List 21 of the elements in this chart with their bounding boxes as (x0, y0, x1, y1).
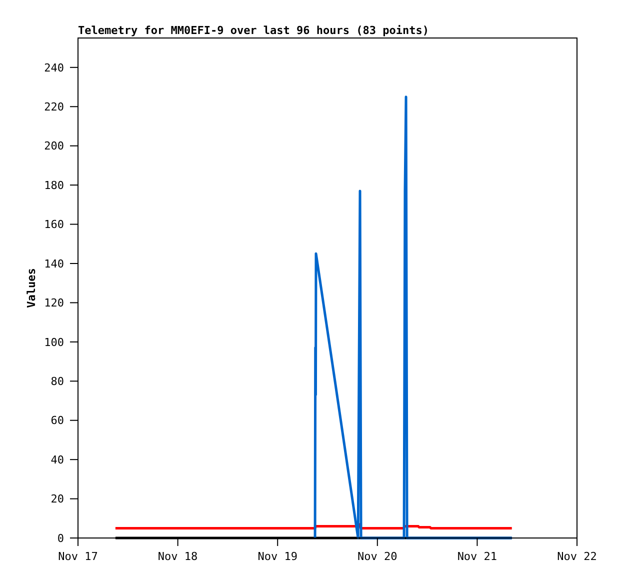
chart-title: Telemetry for MM0EFI-9 over last 96 hours (83 points) (78, 24, 429, 37)
x-tick-label: Nov 19 (258, 550, 298, 563)
y-tick-label: 80 (50, 374, 64, 388)
y-axis-title: Values (25, 268, 38, 308)
x-tick-label: Nov 18 (158, 550, 198, 563)
y-tick-label: 200 (44, 140, 64, 153)
y-tick-label: 240 (44, 61, 64, 74)
y-tick-label: 40 (50, 453, 64, 466)
x-tick-label: Nov 20 (358, 550, 398, 563)
y-tick-label: 140 (44, 257, 64, 270)
x-tick-label: Nov 17 (58, 550, 98, 563)
y-tick-label: 0 (57, 532, 64, 545)
y-tick-label: 120 (44, 296, 64, 310)
y-tick-label: 100 (44, 336, 64, 349)
y-tick-label: 220 (44, 100, 64, 114)
y-tick-label: 20 (50, 492, 64, 506)
y-tick-label: 160 (44, 218, 64, 232)
x-tick-label: Nov 21 (457, 550, 498, 563)
y-tick-label: 180 (44, 178, 64, 192)
x-tick-label: Nov 22 (557, 550, 597, 563)
y-tick-label: 60 (50, 414, 64, 428)
